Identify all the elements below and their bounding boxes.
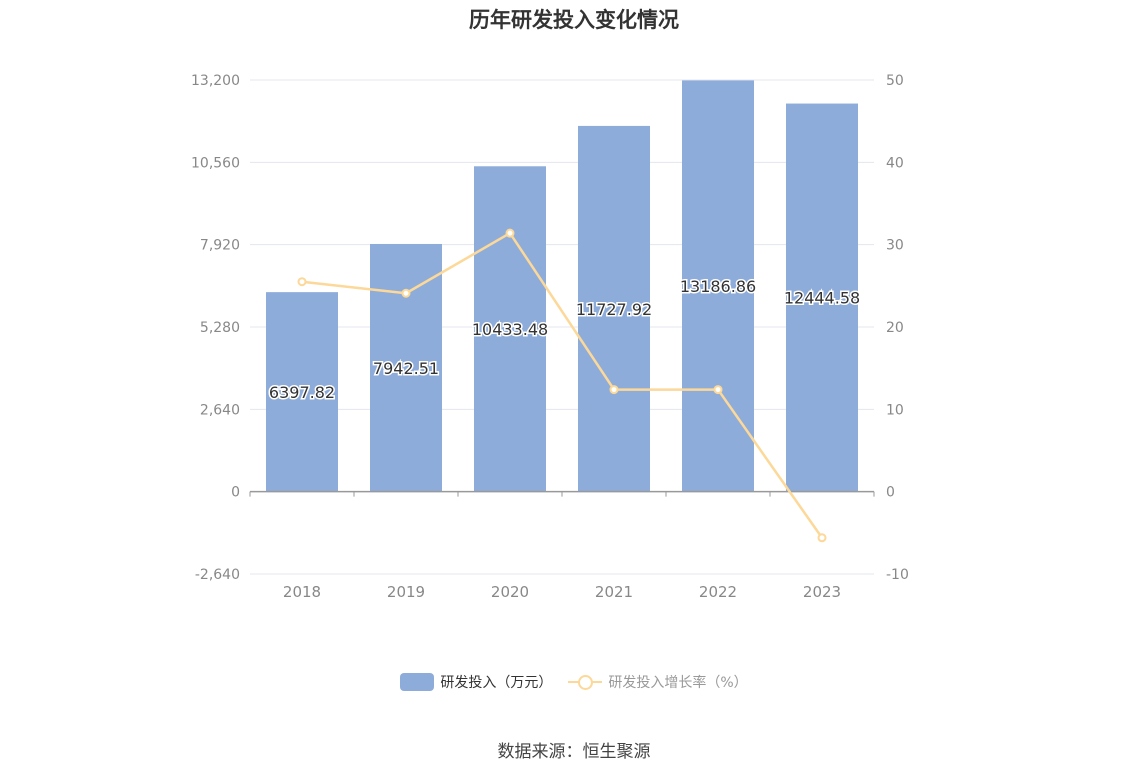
y-right-tick-label: 20: [886, 320, 904, 336]
chart-area: -2,640 0 2,640 5,280 7,920 10,560 13,200 -10 0 10…: [191, 73, 909, 601]
legend-item-growth-rate[interactable]: 研发投入增长率（%）: [568, 672, 748, 692]
bar-data-labels: 6397.82 7942.51 10433.48 11727.92 13186.86 12…: [267, 276, 861, 404]
growth-rate-point-2020: [505, 228, 515, 238]
bar-2023: [786, 103, 858, 492]
growth-rate-point-2023: [817, 533, 827, 543]
legend-bar-swatch-icon: [400, 673, 435, 691]
bar-2019: [370, 243, 442, 492]
legend-label-rd-investment: 研发投入（万元）: [440, 675, 553, 691]
growth-rate-point-2022: [713, 385, 723, 395]
y-left-tick-label: 0: [231, 485, 240, 501]
grid-lines: [250, 79, 874, 575]
bar-value-label: 13186.86: [680, 277, 756, 296]
y-right-tick-label: 10: [886, 402, 904, 418]
y-left-tick-label: 13,200: [191, 73, 240, 89]
bar-value-label: 11727.92: [576, 300, 652, 319]
legend-line-swatch-icon: [568, 673, 603, 691]
y-right-tick-label: 0: [886, 485, 895, 501]
y-right-tick-label: 40: [886, 155, 904, 171]
y-right-tick-label: 30: [886, 238, 904, 254]
chart-title: 历年研发投入变化情况: [469, 8, 679, 32]
growth-rate-point-2018: [297, 277, 307, 287]
axes: -2,640 0 2,640 5,280 7,920 10,560 13,200 -10 0 10…: [191, 73, 909, 601]
growth-rate-point-2019: [401, 288, 411, 298]
bar-value-label: 6397.82: [269, 383, 335, 402]
x-tick-label: 2018: [283, 583, 321, 601]
legend-label-growth-rate: 研发投入增长率（%）: [608, 675, 748, 691]
bar-value-label: 7942.51: [373, 359, 439, 378]
legend-item-rd-investment[interactable]: 研发投入（万元）: [400, 672, 552, 692]
bar-value-label: 10433.48: [472, 320, 548, 339]
y-left-tick-label: 10,560: [191, 155, 240, 171]
y-right-tick-label: -10: [886, 567, 909, 583]
x-tick-label: 2023: [803, 583, 841, 601]
legend: 研发投入（万元） 研发投入增长率（%）: [0, 672, 1148, 692]
bar-2020: [474, 166, 546, 492]
y-left-tick-label: 7,920: [200, 238, 240, 254]
bar-2018: [266, 292, 338, 492]
growth-rate-line-series: [297, 228, 827, 543]
y-right-tick-label: 50: [886, 73, 904, 89]
x-tick-label: 2021: [595, 583, 633, 601]
growth-rate-point-2021: [609, 385, 619, 395]
bar-series: [266, 80, 858, 492]
bar-value-label: 12444.58: [784, 289, 860, 308]
x-tick-label: 2019: [387, 583, 425, 601]
bar-2021: [578, 125, 650, 492]
growth-rate-line: [301, 231, 824, 539]
x-tick-label: 2020: [491, 583, 529, 601]
y-left-tick-label: 2,640: [200, 402, 240, 418]
data-source-note: 数据来源：恒生聚源: [497, 742, 651, 762]
y-left-tick-label: 5,280: [200, 320, 240, 336]
x-tick-label: 2022: [699, 583, 737, 601]
y-left-tick-label: -2,640: [195, 567, 240, 583]
